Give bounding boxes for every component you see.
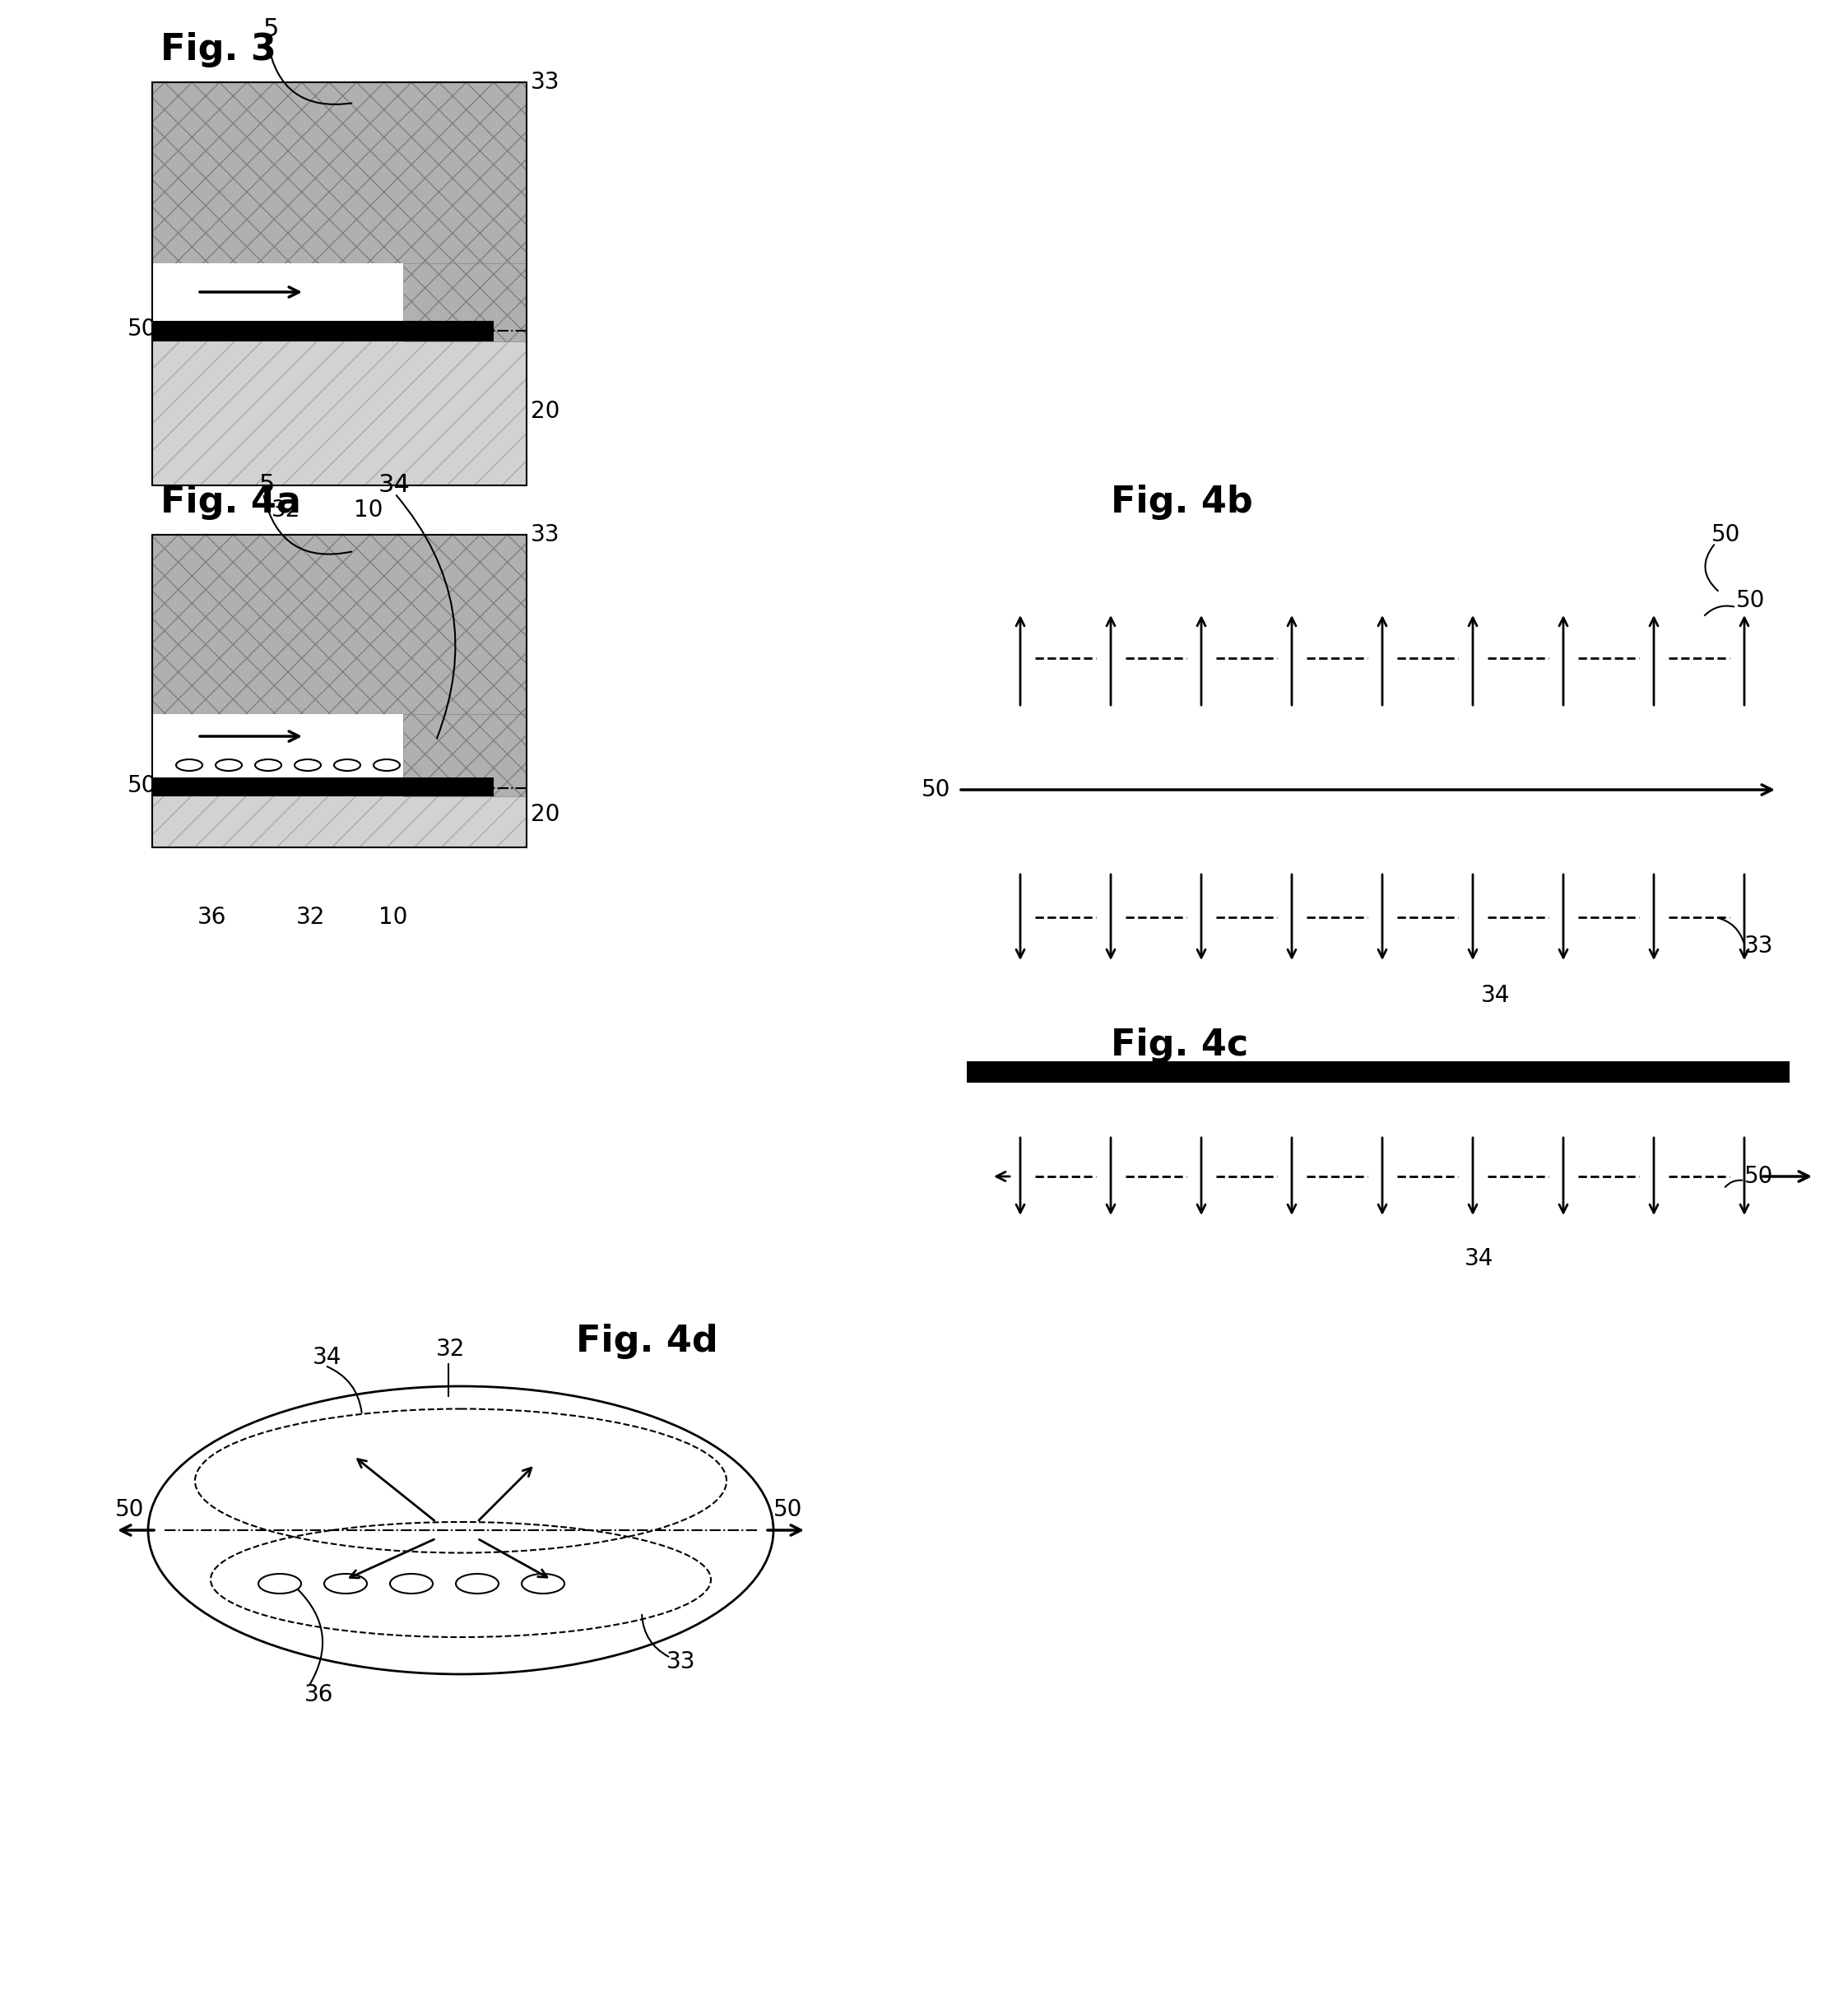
Text: 20: 20: [530, 400, 560, 422]
Text: 33: 33: [1745, 934, 1774, 958]
Text: 50: 50: [1711, 522, 1741, 546]
Text: 32: 32: [272, 498, 301, 522]
Text: Fig. 4d: Fig. 4d: [577, 1324, 719, 1358]
Bar: [152, 321, 493, 342]
Text: 50: 50: [1745, 1165, 1774, 1187]
Text: Fig. 4c: Fig. 4c: [1111, 1027, 1249, 1063]
Bar: [152, 82, 527, 486]
Text: 5: 5: [262, 16, 279, 40]
Bar: [152, 82, 527, 263]
Bar: [152, 534, 527, 713]
Bar: [152, 263, 403, 342]
Bar: [152, 713, 403, 796]
Text: 33: 33: [667, 1649, 695, 1673]
Text: 50: 50: [128, 773, 157, 798]
Text: 5: 5: [259, 474, 275, 498]
Text: 34: 34: [379, 474, 410, 498]
Text: Fig. 4b: Fig. 4b: [1111, 484, 1253, 520]
Text: 20: 20: [530, 804, 560, 826]
Text: 33: 33: [530, 522, 560, 546]
Text: 50: 50: [922, 777, 950, 802]
Text: 34: 34: [312, 1346, 342, 1368]
Text: 36: 36: [198, 906, 227, 928]
Bar: [152, 342, 527, 486]
Text: 36: 36: [305, 1684, 333, 1706]
Text: 33: 33: [530, 70, 560, 94]
Text: 34: 34: [1465, 1248, 1493, 1270]
Text: 34: 34: [1480, 984, 1510, 1007]
Text: 10: 10: [353, 498, 383, 522]
Text: Fig. 4a: Fig. 4a: [161, 484, 301, 520]
Text: 33: 33: [1745, 1061, 1774, 1083]
Bar: [152, 534, 527, 848]
Text: 32: 32: [436, 1338, 466, 1360]
Text: 50: 50: [1735, 589, 1765, 613]
Bar: [403, 263, 527, 342]
Bar: [152, 777, 493, 796]
Text: Fig. 3: Fig. 3: [161, 32, 275, 66]
Text: 32: 32: [296, 906, 325, 928]
Bar: [152, 713, 527, 848]
Text: 50: 50: [115, 1499, 144, 1521]
Bar: [967, 1061, 1789, 1083]
Text: 50: 50: [128, 317, 157, 342]
Text: 50: 50: [774, 1499, 802, 1521]
Bar: [403, 713, 527, 796]
Text: 10: 10: [379, 906, 408, 928]
